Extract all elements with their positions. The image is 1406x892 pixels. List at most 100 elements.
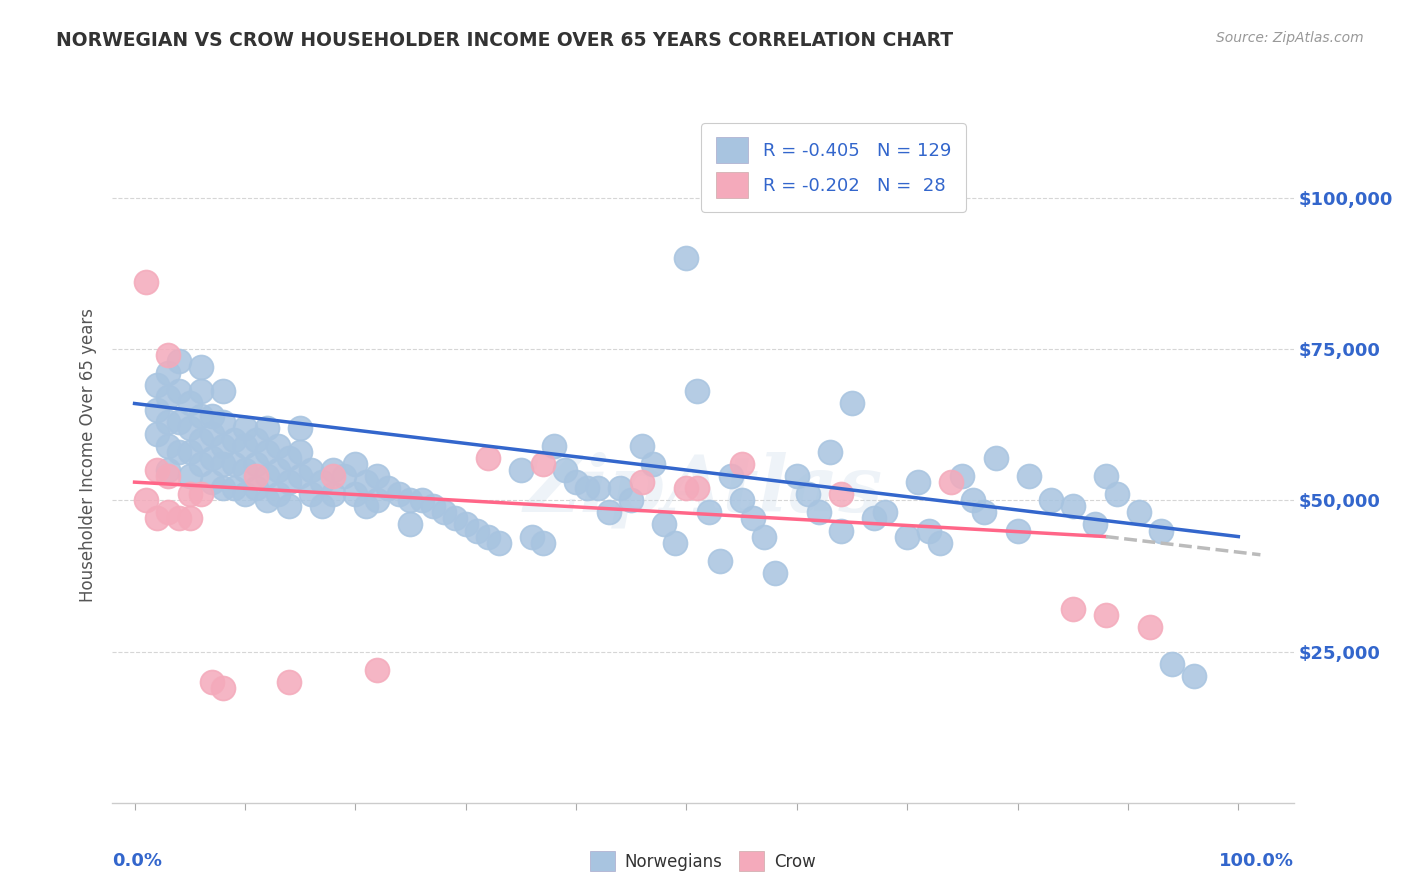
Point	[212, 457, 235, 471]
Point	[1105, 487, 1128, 501]
Point	[156, 439, 179, 453]
Text: ZipAtlas: ZipAtlas	[523, 451, 883, 528]
Point	[190, 433, 212, 447]
Point	[586, 481, 609, 495]
Point	[311, 500, 333, 514]
Point	[278, 475, 301, 490]
Legend: Norwegians, Crow: Norwegians, Crow	[583, 845, 823, 878]
Point	[135, 276, 157, 290]
Point	[311, 475, 333, 490]
Point	[145, 463, 167, 477]
Point	[818, 445, 841, 459]
Point	[918, 524, 941, 538]
Point	[807, 505, 830, 519]
Point	[752, 530, 775, 544]
Point	[245, 481, 267, 495]
Point	[1161, 657, 1184, 671]
Point	[763, 566, 786, 580]
Point	[278, 500, 301, 514]
Point	[377, 481, 399, 495]
Point	[1084, 517, 1107, 532]
Point	[896, 530, 918, 544]
Point	[156, 415, 179, 429]
Point	[278, 450, 301, 465]
Point	[433, 505, 456, 519]
Point	[366, 663, 388, 677]
Point	[233, 439, 256, 453]
Point	[322, 487, 344, 501]
Point	[1182, 669, 1205, 683]
Point	[179, 445, 201, 459]
Point	[730, 457, 752, 471]
Point	[233, 487, 256, 501]
Point	[654, 517, 676, 532]
Point	[399, 517, 422, 532]
Point	[156, 469, 179, 483]
Point	[288, 420, 311, 434]
Point	[388, 487, 411, 501]
Point	[477, 450, 499, 465]
Point	[145, 511, 167, 525]
Point	[222, 457, 245, 471]
Point	[366, 493, 388, 508]
Point	[720, 469, 742, 483]
Point	[245, 469, 267, 483]
Point	[167, 415, 190, 429]
Point	[156, 505, 179, 519]
Point	[962, 493, 984, 508]
Point	[190, 457, 212, 471]
Point	[135, 493, 157, 508]
Point	[201, 674, 224, 689]
Point	[830, 524, 852, 538]
Point	[554, 463, 576, 477]
Point	[212, 415, 235, 429]
Point	[156, 391, 179, 405]
Point	[356, 500, 378, 514]
Point	[222, 481, 245, 495]
Point	[454, 517, 477, 532]
Point	[609, 481, 631, 495]
Point	[443, 511, 465, 525]
Point	[179, 511, 201, 525]
Point	[643, 457, 665, 471]
Point	[973, 505, 995, 519]
Point	[730, 493, 752, 508]
Point	[212, 481, 235, 495]
Point	[233, 420, 256, 434]
Point	[256, 469, 278, 483]
Point	[366, 469, 388, 483]
Point	[697, 505, 720, 519]
Point	[167, 511, 190, 525]
Point	[156, 366, 179, 380]
Point	[190, 384, 212, 399]
Point	[201, 450, 224, 465]
Text: 0.0%: 0.0%	[112, 852, 163, 870]
Point	[1128, 505, 1150, 519]
Point	[1139, 620, 1161, 634]
Point	[830, 487, 852, 501]
Point	[509, 463, 531, 477]
Point	[245, 457, 267, 471]
Point	[1062, 500, 1084, 514]
Point	[190, 409, 212, 423]
Point	[256, 445, 278, 459]
Point	[565, 475, 588, 490]
Point	[256, 493, 278, 508]
Point	[179, 487, 201, 501]
Point	[1062, 602, 1084, 616]
Point	[212, 681, 235, 695]
Point	[950, 469, 973, 483]
Point	[167, 354, 190, 368]
Point	[675, 481, 697, 495]
Point	[631, 475, 654, 490]
Point	[201, 475, 224, 490]
Point	[190, 487, 212, 501]
Point	[222, 433, 245, 447]
Point	[686, 384, 709, 399]
Point	[145, 426, 167, 441]
Point	[863, 511, 886, 525]
Point	[741, 511, 763, 525]
Point	[477, 530, 499, 544]
Point	[620, 493, 643, 508]
Point	[686, 481, 709, 495]
